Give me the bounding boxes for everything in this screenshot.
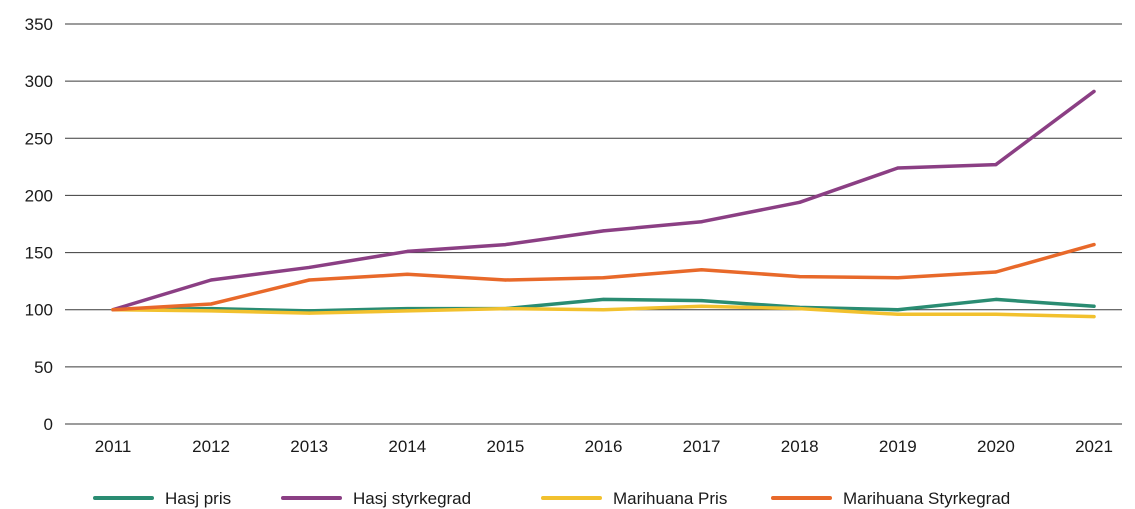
- legend: Hasj pris Hasj styrkegrad Marihuana Pris Ma…: [93, 489, 1010, 508]
- x-tick-label: 2011: [95, 437, 132, 456]
- data-point-hasj-styrkegrad: [896, 166, 900, 170]
- y-axis-tick-labels: 0 50 100 150 200 250 300 350: [25, 15, 53, 434]
- legend-label-marihuana-pris: Marihuana Pris: [613, 489, 727, 508]
- data-point-hasj-pris: [896, 308, 900, 312]
- x-tick-label: 2018: [781, 437, 819, 456]
- series-line-marihuana-pris: [111, 304, 1096, 319]
- y-tick-label: 300: [25, 72, 53, 91]
- y-tick-label: 150: [25, 244, 53, 263]
- data-point-marihuana-pris: [209, 309, 213, 313]
- y-tick-label: 350: [25, 15, 53, 34]
- legend-label-hasj-styrkegrad: Hasj styrkegrad: [353, 489, 471, 508]
- data-point-hasj-styrkegrad: [994, 162, 998, 167]
- gridlines: [65, 23, 1122, 425]
- x-tick-label: 2021: [1075, 437, 1113, 456]
- data-point-marihuana-pris: [994, 312, 998, 316]
- series-lines: [111, 89, 1096, 319]
- y-tick-label: 100: [25, 301, 53, 320]
- data-point-hasj-pris: [700, 298, 704, 303]
- y-tick-label: 250: [25, 129, 53, 148]
- data-point-marihuana-pris: [700, 304, 704, 308]
- data-point-marihuana-styrkegrad: [1092, 242, 1096, 247]
- y-tick-label: 200: [25, 186, 53, 205]
- x-tick-label: 2013: [290, 437, 328, 456]
- legend-label-hasj-pris: Hasj pris: [165, 489, 231, 508]
- x-tick-label: 2019: [879, 437, 917, 456]
- data-point-marihuana-styrkegrad: [700, 268, 704, 272]
- data-point-marihuana-pris: [503, 306, 507, 311]
- data-point-marihuana-styrkegrad: [405, 272, 409, 276]
- data-point-hasj-pris: [601, 297, 606, 302]
- data-point-marihuana-styrkegrad: [209, 302, 213, 306]
- data-point-hasj-styrkegrad: [798, 200, 802, 204]
- data-point-marihuana-styrkegrad: [994, 270, 998, 274]
- y-tick-label: 0: [44, 415, 53, 434]
- data-point-marihuana-styrkegrad: [111, 308, 115, 312]
- data-point-marihuana-styrkegrad: [307, 278, 311, 282]
- data-point-hasj-styrkegrad: [1092, 89, 1096, 94]
- data-point-hasj-styrkegrad: [405, 249, 409, 254]
- data-point-hasj-pris: [1092, 304, 1096, 308]
- x-tick-label: 2014: [388, 437, 426, 456]
- data-point-marihuana-pris: [601, 308, 606, 312]
- data-point-marihuana-styrkegrad: [503, 278, 507, 282]
- data-point-marihuana-styrkegrad: [798, 274, 802, 279]
- x-axis-tick-labels: 2011 2012 2013 2014 2015 2016 2017 2018 2019 2020…: [95, 437, 1113, 456]
- legend-label-marihuana-styrkegrad: Marihuana Styrkegrad: [843, 489, 1010, 508]
- data-point-marihuana-pris: [405, 309, 409, 313]
- y-tick-label: 50: [34, 358, 53, 377]
- x-tick-label: 2015: [486, 437, 524, 456]
- data-point-hasj-styrkegrad: [601, 229, 606, 233]
- data-point-marihuana-pris: [896, 312, 900, 316]
- data-point-hasj-styrkegrad: [503, 242, 507, 247]
- data-point-marihuana-pris: [798, 306, 802, 311]
- x-tick-label: 2016: [585, 437, 623, 456]
- data-point-marihuana-styrkegrad: [896, 276, 900, 280]
- data-point-marihuana-pris: [307, 311, 311, 315]
- x-tick-label: 2017: [683, 437, 721, 456]
- x-tick-label: 2012: [192, 437, 230, 456]
- data-point-marihuana-styrkegrad: [601, 276, 606, 280]
- data-point-marihuana-pris: [1092, 314, 1096, 319]
- x-tick-label: 2020: [977, 437, 1015, 456]
- data-point-hasj-styrkegrad: [209, 278, 213, 282]
- data-point-hasj-styrkegrad: [700, 220, 704, 224]
- data-point-hasj-pris: [994, 297, 998, 302]
- data-point-hasj-styrkegrad: [307, 265, 311, 270]
